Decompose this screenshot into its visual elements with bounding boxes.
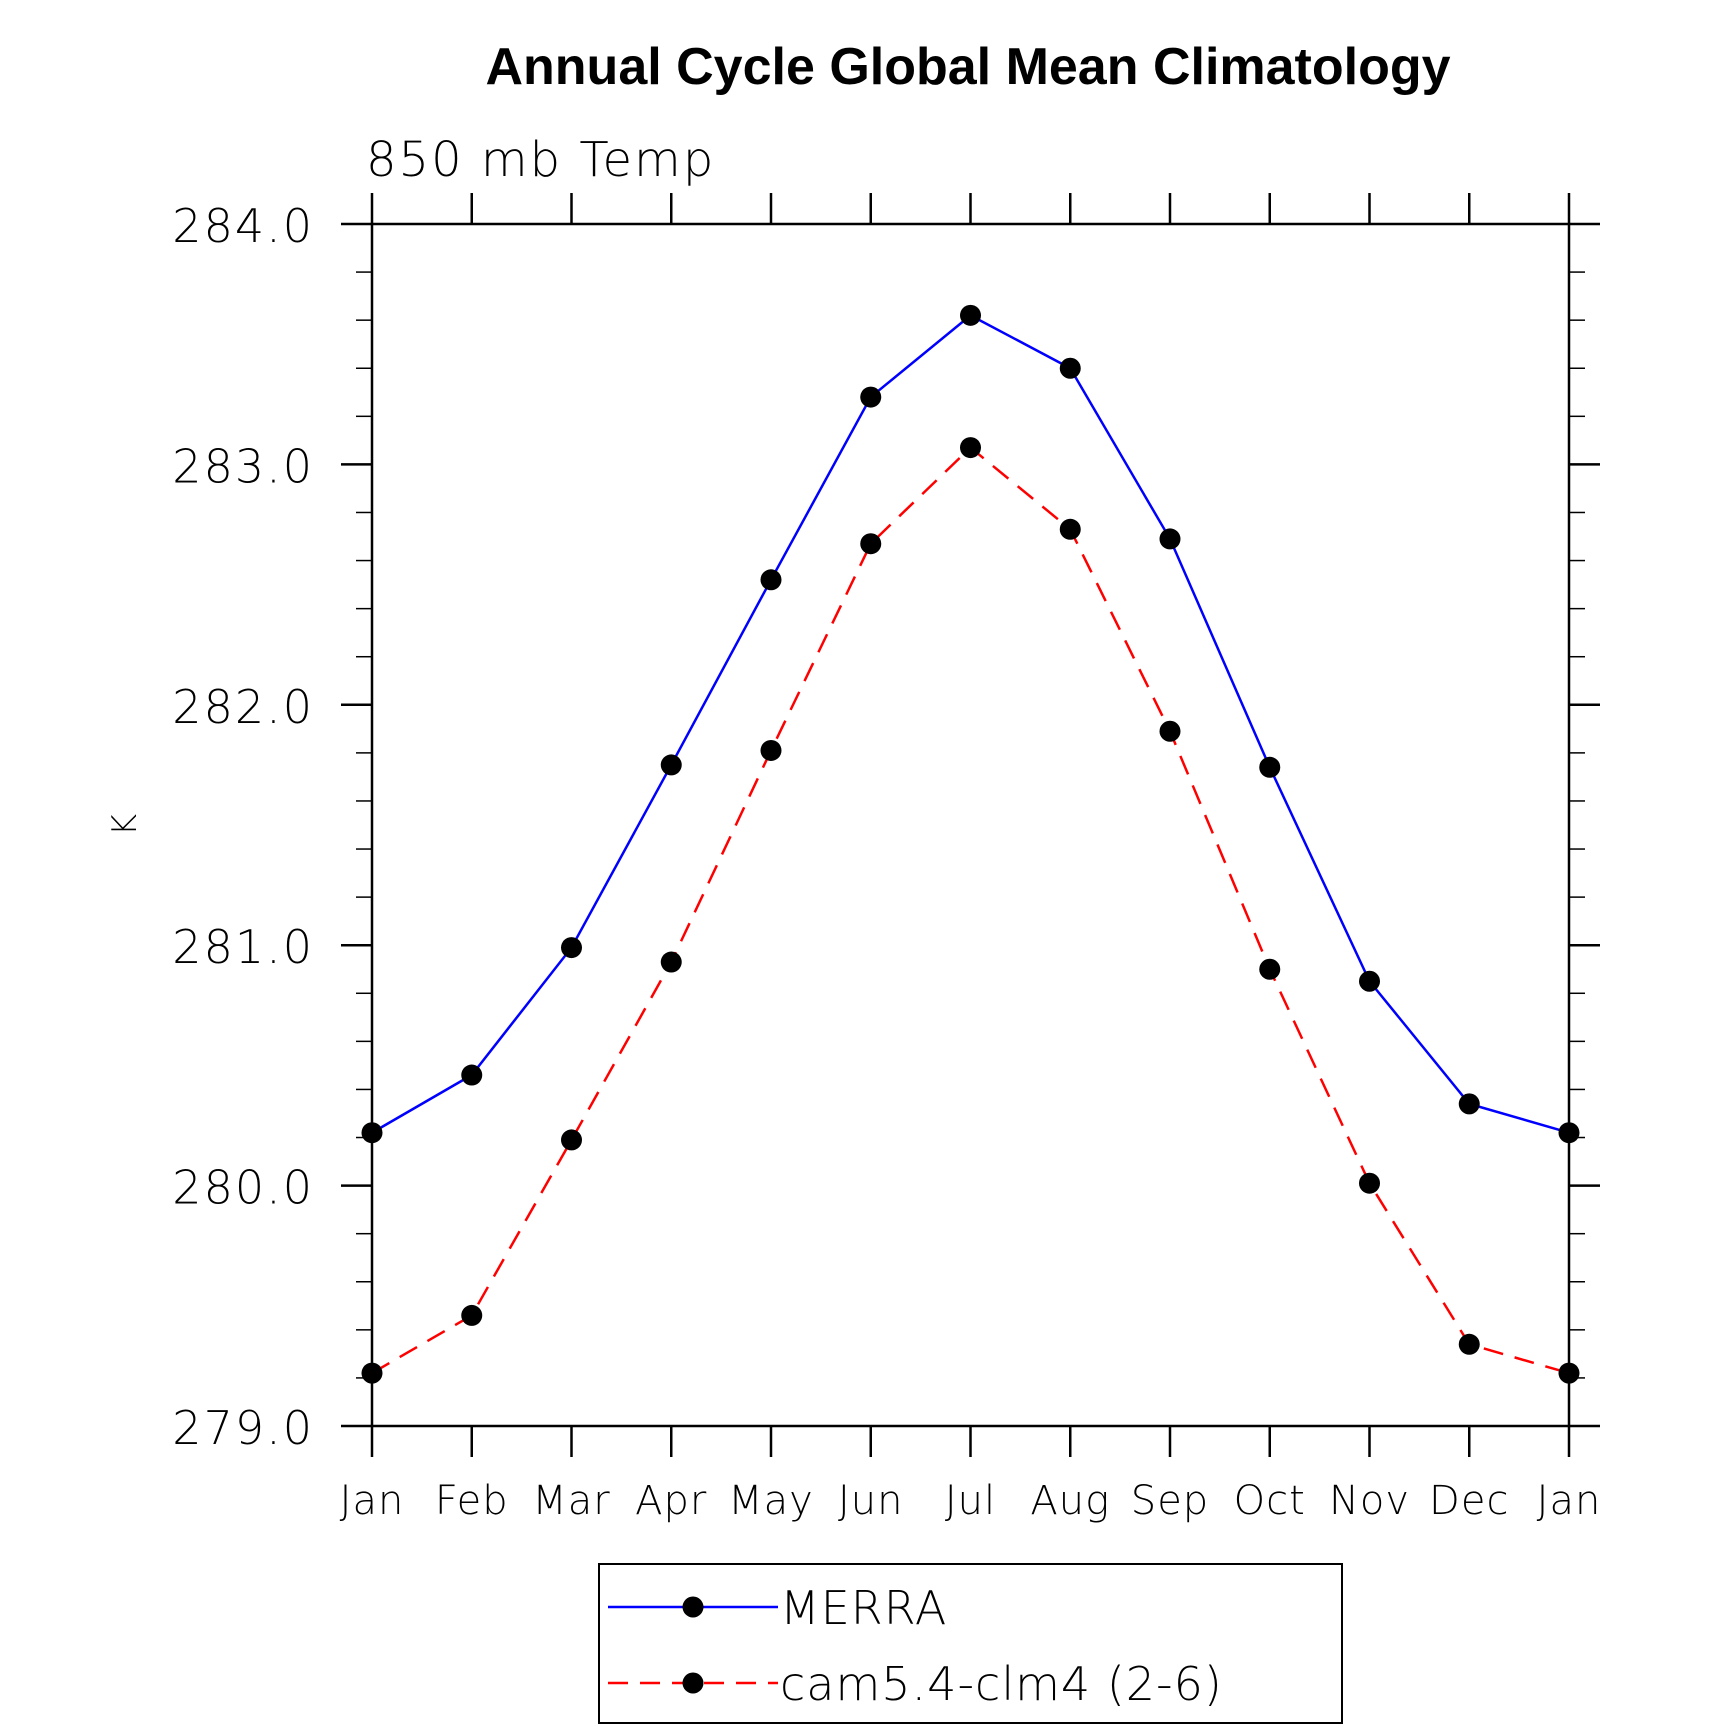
data-point-0-1 <box>461 1064 483 1086</box>
data-point-1-4 <box>760 739 782 761</box>
data-point-1-7 <box>1059 518 1081 540</box>
y-tick-label: 279.0 <box>172 1401 314 1455</box>
data-point-1-9 <box>1259 958 1281 980</box>
data-point-1-0 <box>361 1362 383 1384</box>
x-tick-label: Oct <box>1234 1478 1306 1524</box>
data-point-1-12 <box>1558 1362 1580 1384</box>
y-tick-label: 282.0 <box>172 680 314 734</box>
y-axis-label: K <box>105 814 145 836</box>
chart-subtitle: 850 mb Temp <box>366 132 715 188</box>
data-point-1-10 <box>1359 1172 1380 1194</box>
data-point-0-2 <box>561 937 582 959</box>
data-point-0-9 <box>1259 756 1281 778</box>
y-tick-label: 284.0 <box>172 199 314 253</box>
legend-label-1: cam5.4-clm4 (2-6) <box>780 1657 1223 1711</box>
data-point-0-11 <box>1458 1093 1480 1115</box>
x-tick-label: Mar <box>532 1478 610 1524</box>
axes: 279.0 280.0 281.0 282.0 283.0 284.0 Jan Feb Mar A… <box>172 193 1602 1524</box>
y-tick-label: 280.0 <box>172 1161 314 1215</box>
x-tick-label: Jul <box>945 1478 996 1524</box>
legend-marker-0 <box>682 1596 704 1618</box>
series-group <box>361 304 1580 1384</box>
x-tick-label: Dec <box>1429 1478 1509 1524</box>
data-point-0-4 <box>760 569 782 591</box>
plot-frame <box>370 222 1571 1428</box>
x-tick-label: May <box>728 1478 814 1524</box>
x-tick-label: Aug <box>1030 1478 1110 1524</box>
data-point-1-6 <box>960 437 981 459</box>
data-point-0-5 <box>860 386 882 408</box>
data-point-1-5 <box>860 533 882 555</box>
x-tick-label: Jan <box>1537 1478 1602 1524</box>
data-point-0-3 <box>660 754 682 776</box>
data-point-0-10 <box>1359 970 1380 992</box>
legend-marker-1 <box>682 1672 704 1694</box>
y-tick-label: 281.0 <box>172 920 314 974</box>
x-tick-label: Feb <box>435 1478 509 1524</box>
x-tick-label: Apr <box>635 1478 707 1524</box>
legend-box <box>598 1563 1343 1724</box>
y-tick-label: 283.0 <box>172 439 314 493</box>
data-point-1-8 <box>1159 720 1181 742</box>
data-point-0-8 <box>1159 528 1181 550</box>
data-point-0-6 <box>960 304 981 326</box>
x-tick-label: Jun <box>838 1478 904 1524</box>
data-point-1-2 <box>561 1129 582 1151</box>
data-point-1-11 <box>1458 1333 1480 1355</box>
series-line-1 <box>371 445 1570 1375</box>
data-point-1-3 <box>660 951 682 973</box>
data-point-1-1 <box>461 1304 483 1326</box>
legend: MERRA cam5.4-clm4 (2-6) <box>598 1563 1343 1724</box>
x-tick-label: Nov <box>1329 1478 1410 1524</box>
x-tick-label: Jan <box>340 1478 405 1524</box>
chart-title: Annual Cycle Global Mean Climatology <box>485 38 1450 96</box>
data-point-0-7 <box>1059 357 1081 379</box>
data-point-0-12 <box>1558 1122 1580 1144</box>
data-point-0-0 <box>361 1122 383 1144</box>
x-tick-label: Sep <box>1131 1478 1209 1524</box>
legend-label-0: MERRA <box>780 1581 947 1635</box>
